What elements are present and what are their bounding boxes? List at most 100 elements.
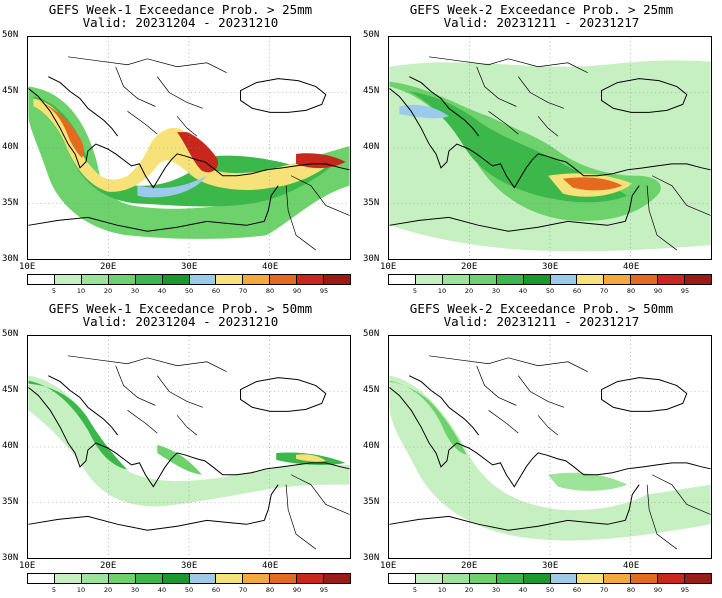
colorbar-swatch	[297, 574, 325, 583]
colorbar-tick-label: 80	[265, 287, 275, 295]
colorbar-swatch	[162, 574, 190, 583]
colorbar-swatch	[28, 275, 55, 284]
map-frame	[27, 335, 351, 559]
colorbar-swatch	[658, 574, 686, 583]
colorbar-tick-label: 70	[599, 586, 609, 594]
colorbar-swatch	[469, 574, 497, 583]
lon-tick-label: 10E	[380, 561, 397, 571]
colorbar-swatch	[216, 275, 244, 284]
colorbar	[388, 573, 712, 584]
black-sea-coast	[240, 377, 327, 412]
lat-tick-label: 50N	[2, 30, 19, 40]
colorbar-tick-label: 80	[626, 287, 636, 295]
panel-title: GEFS Week-1 Exceedance Prob. > 25mm	[48, 2, 313, 17]
colorbar-tick-label: 10	[76, 287, 86, 295]
colorbar-swatch	[54, 574, 82, 583]
panel-title: GEFS Week-2 Exceedance Prob. > 50mm	[409, 301, 674, 316]
black-sea-coast	[601, 78, 688, 113]
map-frame	[27, 36, 351, 260]
prob-contour-region	[157, 445, 202, 475]
prob-contour-region	[562, 177, 623, 191]
colorbar-swatch	[243, 275, 271, 284]
panel-title: GEFS Week-2 Exceedance Prob. > 25mm	[409, 2, 674, 17]
lat-tick-label: 30N	[2, 553, 19, 563]
prob-contour-region	[296, 454, 326, 462]
colorbar-tick-label: 95	[680, 287, 690, 295]
colorbar-swatch	[108, 275, 136, 284]
colorbar-tick-label: 40	[518, 586, 528, 594]
lon-tick-label: 30E	[181, 262, 198, 272]
colorbar-tick-label: 10	[76, 586, 86, 594]
colorbar-swatch	[189, 275, 217, 284]
coastline-adriatic	[409, 375, 480, 436]
colorbar-tick-label: 30	[491, 586, 501, 594]
colorbar-swatch	[442, 275, 470, 284]
colorbar-swatch	[415, 275, 443, 284]
map-canvas	[28, 336, 350, 558]
map-panel: GEFS Week-1 Exceedance Prob. > 50mm Valid…	[0, 299, 361, 598]
lon-tick-label: 40E	[262, 561, 279, 571]
colorbar-tick-label: 80	[265, 586, 275, 594]
lon-tick-label: 40E	[623, 561, 640, 571]
coastline-africa	[28, 484, 279, 531]
lat-tick-label: 40N	[2, 142, 19, 152]
colorbar-swatch	[442, 574, 470, 583]
lat-tick-label: 30N	[363, 553, 380, 563]
colorbar-tick-label: 95	[680, 586, 690, 594]
colorbar-swatch	[523, 275, 551, 284]
colorbar-tick-label: 80	[626, 586, 636, 594]
colorbar-tick-label: 95	[319, 287, 329, 295]
colorbar-tick-label: 20	[464, 287, 474, 295]
black-sea-coast	[240, 78, 327, 113]
colorbar-swatch	[469, 275, 497, 284]
colorbar-tick-label: 60	[211, 287, 221, 295]
colorbar-swatch	[604, 574, 632, 583]
lon-tick-label: 10E	[19, 561, 36, 571]
prob-contour-region	[389, 380, 467, 455]
lat-tick-label: 50N	[363, 30, 380, 40]
colorbar-tick-label: 60	[572, 586, 582, 594]
colorbar	[27, 573, 351, 584]
colorbar-tick-label: 40	[157, 287, 167, 295]
colorbar-swatch	[415, 574, 443, 583]
coastline-africa	[389, 185, 640, 232]
colorbar	[388, 274, 712, 285]
map-canvas	[389, 336, 711, 558]
coastline-adriatic	[409, 76, 480, 137]
lon-tick-label: 40E	[623, 262, 640, 272]
black-sea-coast	[601, 377, 688, 412]
colorbar-tick-label: 20	[464, 586, 474, 594]
panel-valid-dates: Valid: 20231204 - 20231210	[82, 15, 279, 30]
colorbar-tick-label: 10	[437, 287, 447, 295]
lat-tick-label: 40N	[363, 142, 380, 152]
map-panel: GEFS Week-1 Exceedance Prob. > 25mm Valid…	[0, 0, 361, 299]
lat-tick-label: 35N	[2, 198, 19, 208]
lat-tick-label: 45N	[363, 385, 380, 395]
coastline-adriatic	[48, 76, 119, 137]
map-canvas	[389, 37, 711, 259]
prob-contour-region	[177, 132, 219, 173]
colorbar-tick-label: 30	[491, 287, 501, 295]
coastline-adriatic	[48, 375, 119, 436]
lon-tick-label: 30E	[181, 561, 198, 571]
prob-contour-region	[28, 375, 350, 507]
lat-tick-label: 45N	[2, 86, 19, 96]
colorbar-swatch	[216, 574, 244, 583]
lat-tick-label: 30N	[363, 254, 380, 264]
lon-tick-label: 10E	[380, 262, 397, 272]
lon-tick-label: 20E	[461, 262, 478, 272]
colorbar-swatch	[658, 275, 686, 284]
lat-tick-label: 35N	[2, 497, 19, 507]
coastline	[28, 88, 350, 189]
lon-tick-label: 40E	[262, 262, 279, 272]
colorbar-tick-label: 70	[238, 287, 248, 295]
lat-tick-label: 35N	[363, 198, 380, 208]
colorbar-tick-label: 10	[437, 586, 447, 594]
prob-contour-region	[137, 175, 207, 198]
coastline-africa	[389, 484, 640, 531]
lon-tick-label: 20E	[461, 561, 478, 571]
colorbar-tick-label: 5	[51, 586, 57, 594]
country-borders	[429, 355, 711, 550]
colorbar-tick-label: 90	[653, 586, 663, 594]
colorbar-tick-label: 50	[545, 586, 555, 594]
